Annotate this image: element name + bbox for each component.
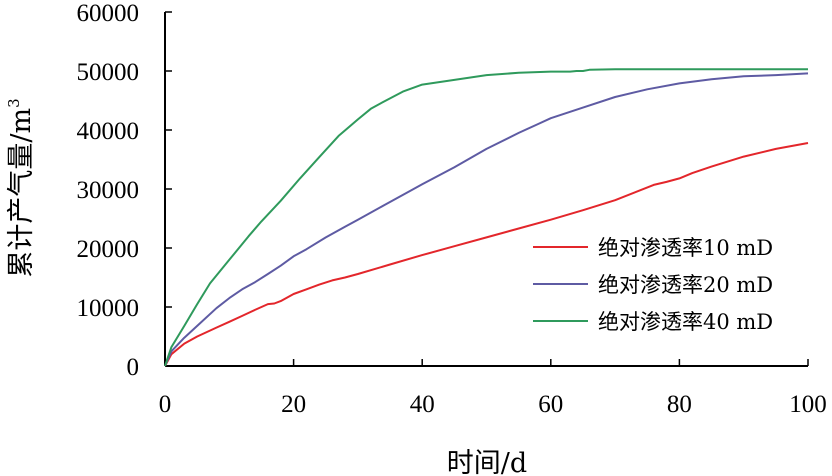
legend-label-1: 绝对渗透率10 mD [598,236,773,260]
axes: 0 20 40 60 80 100 0 10000 20000 30000 40000 50000 60… [77,0,827,418]
x-tick-label: 100 [789,391,827,418]
legend-label-2: 绝对渗透率20 mD [598,273,773,297]
series-line-2 [164,72,809,367]
legend-label-3: 绝对渗透率40 mD [598,310,773,334]
y-tick-label: 60000 [77,0,140,27]
x-tick-label: 40 [410,391,435,418]
series-line-3 [164,68,808,367]
x-tick-label: 80 [667,391,692,418]
y-tick-label: 20000 [77,236,140,263]
x-tick-label: 0 [159,391,172,418]
x-tick-label: 60 [538,391,563,418]
x-tick-label: 20 [281,391,306,418]
series-line-1 [164,142,809,367]
x-axis-title: 时间/d [447,448,527,476]
y-tick-label: 30000 [77,177,140,204]
y-tick-label: 0 [127,354,140,381]
y-tick-label: 10000 [77,295,140,322]
y-axis-title: 累计产气量/m3 [5,98,37,277]
y-axis-title-text: 累计产气量/m [6,108,37,278]
series-group [164,68,809,367]
y-tick-label: 40000 [77,118,140,145]
y-axis-title-superscript: 3 [5,98,23,108]
legend: 绝对渗透率10 mD 绝对渗透率20 mD 绝对渗透率40 mD [533,236,773,334]
y-tick-label: 50000 [77,59,140,86]
